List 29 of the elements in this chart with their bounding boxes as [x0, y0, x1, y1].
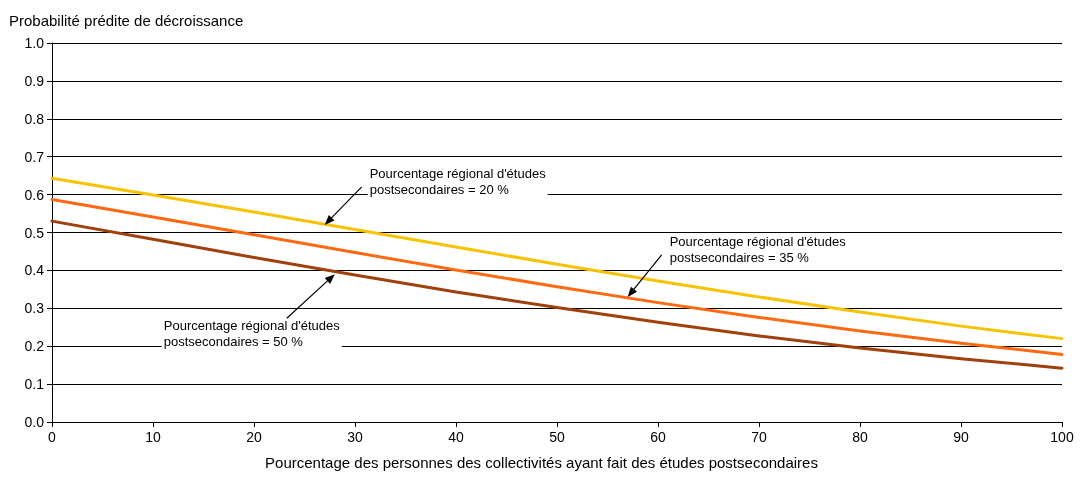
x-tick-label: 50	[549, 429, 565, 445]
y-tick-label: 0.8	[24, 110, 45, 127]
y-tick-label: 0.6	[24, 186, 45, 203]
x-tick-label: 0	[48, 429, 57, 445]
y-axis-title: Probabilité prédite de décroissance	[9, 12, 244, 29]
y-tick-label: 0.4	[24, 262, 45, 279]
y-tick-label: 0.7	[24, 148, 45, 165]
y-tick-label: 0.1	[24, 376, 45, 393]
y-tick-label: 0.9	[24, 72, 45, 89]
y-tick-label: 1.0	[24, 35, 45, 51]
x-tick-label: 70	[751, 429, 767, 445]
x-tick-label: 20	[246, 429, 262, 445]
line-series	[50, 219, 1064, 370]
y-tick-label: 0.3	[24, 300, 45, 317]
x-tick-label: 90	[953, 429, 969, 445]
x-tick-label: 30	[347, 429, 363, 445]
annotation: Pourcentage régional d'études postsecondaires = 35 %	[669, 234, 847, 266]
x-tick-label: 60	[650, 429, 666, 445]
annotation: Pourcentage régional d'études postsecondaires = 50 %	[163, 317, 341, 349]
x-tick-label: 100	[1050, 429, 1074, 445]
y-tick-label: 0.5	[24, 224, 45, 241]
y-tick-label: 0.2	[24, 338, 45, 355]
annotation: Pourcentage régional d'études postsecondaires = 20 %	[369, 166, 547, 198]
x-tick-label: 40	[448, 429, 464, 445]
x-axis-title: Pourcentage des personnes des collectivités ayant fait des études postsecondaires	[265, 454, 818, 471]
x-tick-label: 10	[145, 429, 161, 445]
y-tick-label: 0.0	[24, 414, 45, 430]
line-series	[50, 198, 1064, 357]
x-tick-label: 80	[852, 429, 868, 445]
